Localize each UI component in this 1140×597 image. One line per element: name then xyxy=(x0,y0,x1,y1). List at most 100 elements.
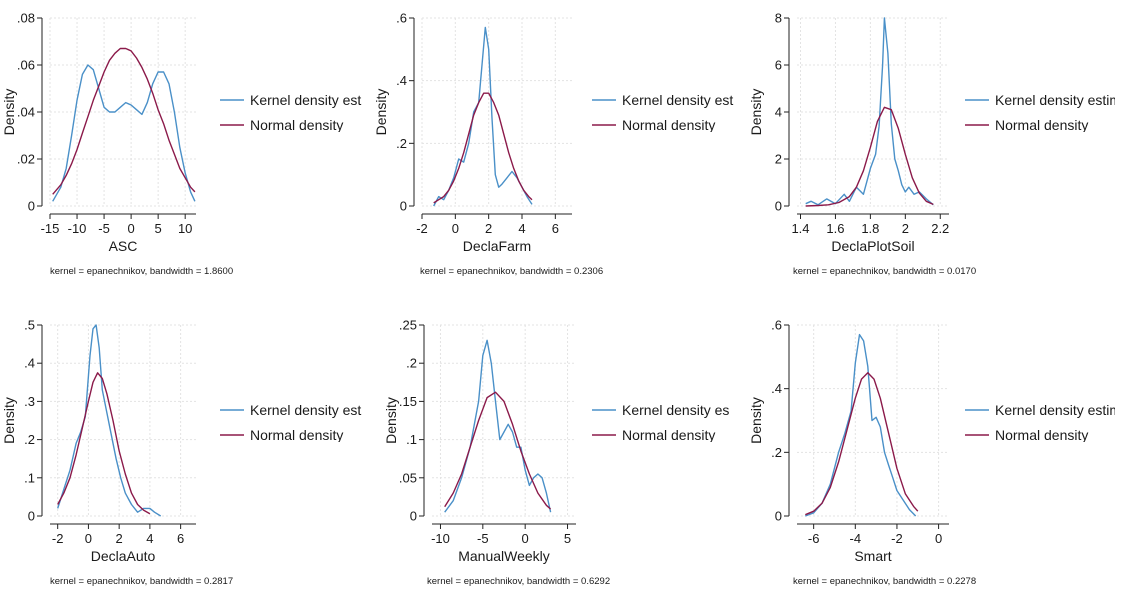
y-tick-label: .2 xyxy=(396,136,407,151)
normal-density-line xyxy=(52,47,196,195)
y-tick-label: 6 xyxy=(775,58,782,73)
y-tick-label: 8 xyxy=(775,11,782,26)
x-tick-label: 0 xyxy=(85,531,92,546)
y-tick-label: .1 xyxy=(24,470,35,485)
x-tick-label: -2 xyxy=(891,531,903,546)
x-tick-label: 0 xyxy=(452,221,459,236)
density-panel-6: 0 .2 .4 .6 -6 -4 -2 0 Smart Density kernel = epane… xyxy=(748,318,1121,588)
kernel-density-line xyxy=(52,64,196,202)
kernel-density-line xyxy=(805,333,917,517)
bandwidth-note: kernel = epanechnikov, bandwidth = 0.227… xyxy=(793,576,976,587)
density-panel-3: 0 2 4 6 8 1.4 1.6 1.8 2 2.2 DeclaPlotSoil Density ke… xyxy=(748,11,1121,278)
x-tick-label: -10 xyxy=(431,531,450,546)
x-axis-title: ManualWeekly xyxy=(458,548,550,564)
y-tick-label: .4 xyxy=(396,73,407,88)
bandwidth-note: kernel = epanechnikov, bandwidth = 0.230… xyxy=(420,266,603,277)
y-axis-title: Density xyxy=(373,89,389,136)
legend-normal-label: Normal density xyxy=(995,117,1088,133)
y-tick-label: 0 xyxy=(400,199,407,214)
legend: Kernel density es Normal density xyxy=(592,402,729,443)
normal-density-line xyxy=(433,92,533,204)
density-panel-5: 0 .05 .1 .15 .2 .25 -10 -5 0 5 ManualWeekly Density… xyxy=(383,318,729,588)
x-tick-label: 0 xyxy=(127,221,134,236)
x-tick-label: 2 xyxy=(902,221,909,236)
normal-density-line xyxy=(805,372,919,516)
y-tick-label: .4 xyxy=(24,356,35,371)
y-tick-label: .6 xyxy=(771,318,782,333)
legend: Kernel density est Normal density xyxy=(220,402,361,443)
y-tick-label: .2 xyxy=(24,432,35,447)
legend-normal-label: Normal density xyxy=(622,427,715,443)
legend: Kernel density estim Normal density xyxy=(965,402,1121,443)
legend-normal-label: Normal density xyxy=(250,427,343,443)
y-tick-label: .06 xyxy=(17,58,35,73)
x-tick-label: 1.8 xyxy=(861,221,879,236)
legend-normal-label: Normal density xyxy=(622,117,715,133)
y-tick-label: 0 xyxy=(28,199,35,214)
x-tick-label: -10 xyxy=(68,221,87,236)
bandwidth-note: kernel = epanechnikov, bandwidth = 0.629… xyxy=(427,576,610,587)
y-tick-label: 0 xyxy=(28,509,35,524)
y-tick-label: 0 xyxy=(410,509,417,524)
legend: Kernel density est Normal density xyxy=(220,92,361,132)
y-tick-label: .15 xyxy=(399,394,417,409)
x-tick-label: 0 xyxy=(935,531,942,546)
x-tick-label: 5 xyxy=(155,221,162,236)
y-tick-label: .2 xyxy=(406,356,417,371)
y-axis-title: Density xyxy=(383,397,399,444)
x-tick-label: -5 xyxy=(477,531,489,546)
x-tick-label: 4 xyxy=(146,531,153,546)
x-tick-label: -15 xyxy=(41,221,60,236)
y-tick-label: 4 xyxy=(775,105,782,120)
bandwidth-note: kernel = epanechnikov, bandwidth = 1.860… xyxy=(50,266,233,277)
y-tick-label: .05 xyxy=(399,470,417,485)
x-axis-title: DeclaFarm xyxy=(463,238,531,254)
legend-kernel-label: Kernel density estim xyxy=(995,92,1121,108)
y-tick-label: .1 xyxy=(406,432,417,447)
x-tick-label: 4 xyxy=(518,221,525,236)
x-tick-label: 1.6 xyxy=(826,221,844,236)
x-axis-title: DeclaPlotSoil xyxy=(831,238,914,254)
legend-kernel-label: Kernel density es xyxy=(622,402,729,418)
y-tick-label: 2 xyxy=(775,152,782,167)
x-axis-title: DeclaAuto xyxy=(91,548,156,564)
kernel-density-line xyxy=(433,26,533,207)
y-axis-title: Density xyxy=(748,397,764,444)
y-tick-label: .2 xyxy=(771,445,782,460)
y-tick-label: 0 xyxy=(775,509,782,524)
x-tick-label: -2 xyxy=(52,531,64,546)
legend-kernel-label: Kernel density estim xyxy=(995,402,1121,418)
x-axis-title: Smart xyxy=(854,548,891,564)
x-tick-label: -2 xyxy=(416,221,428,236)
normal-density-line xyxy=(444,391,552,510)
bandwidth-note: kernel = epanechnikov, bandwidth = 0.017… xyxy=(793,266,976,277)
kernel-density-line xyxy=(57,324,162,517)
x-axis-title: ASC xyxy=(109,238,138,254)
x-tick-label: 1.4 xyxy=(791,221,809,236)
legend-normal-label: Normal density xyxy=(995,427,1088,443)
x-tick-label: 2 xyxy=(485,221,492,236)
x-tick-label: -4 xyxy=(850,531,862,546)
y-tick-label: .04 xyxy=(17,105,35,120)
legend-kernel-label: Kernel density est xyxy=(250,402,361,418)
y-tick-label: .08 xyxy=(17,11,35,26)
y-tick-label: .25 xyxy=(399,318,417,333)
x-tick-label: 5 xyxy=(564,531,571,546)
y-axis-title: Density xyxy=(1,89,17,136)
bandwidth-note: kernel = epanechnikov, bandwidth = 0.281… xyxy=(50,576,233,587)
density-panel-1: 0 .02 .04 .06 .08 -15 -10 -5 0 5 10 ASC Density kerne… xyxy=(1,11,361,278)
normal-density-line xyxy=(805,106,934,207)
kernel-density-line xyxy=(805,17,934,206)
y-tick-label: .3 xyxy=(24,394,35,409)
x-tick-label: 6 xyxy=(552,221,559,236)
legend-kernel-label: Kernel density est xyxy=(250,92,361,108)
y-tick-label: .6 xyxy=(396,11,407,26)
normal-density-line xyxy=(57,372,151,515)
y-tick-label: .5 xyxy=(24,318,35,333)
y-axis-title: Density xyxy=(748,89,764,136)
x-tick-label: -6 xyxy=(808,531,820,546)
y-tick-label: .4 xyxy=(771,381,782,396)
y-axis-title: Density xyxy=(1,397,17,444)
density-panel-2: 0 .2 .4 .6 -2 0 2 4 6 DeclaFarm Density kernel = ep… xyxy=(373,11,733,278)
